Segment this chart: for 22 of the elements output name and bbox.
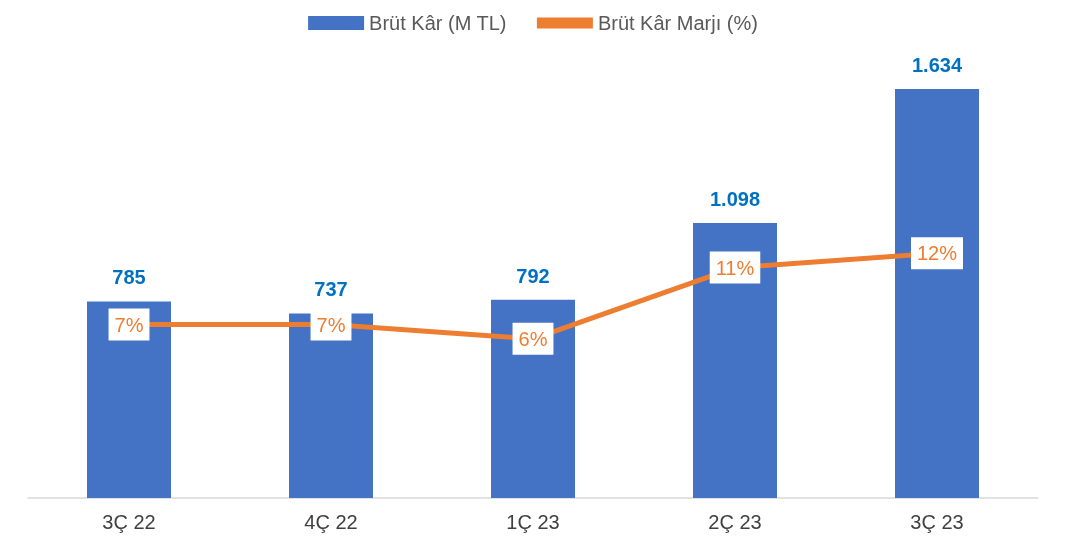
x-tick-label: 3Ç 22 <box>102 511 156 533</box>
data-label: 785 <box>112 266 146 289</box>
bar <box>289 313 373 498</box>
data-label: 792 <box>516 264 550 287</box>
bar <box>895 88 979 498</box>
data-label: 11% <box>715 256 755 279</box>
x-tick-label: 2Ç 23 <box>708 511 762 533</box>
x-tick-label: 3Ç 23 <box>910 511 964 533</box>
bar <box>87 301 171 498</box>
data-label: 12% <box>916 242 958 265</box>
data-label: 7% <box>114 313 144 336</box>
data-label: 1.634 <box>911 53 963 76</box>
data-label: 1.098 <box>709 188 761 211</box>
data-label: 737 <box>314 278 348 301</box>
data-label: 6% <box>518 327 548 350</box>
data-label: 7% <box>316 313 346 336</box>
x-tick-label: 4Ç 22 <box>304 511 358 533</box>
x-tick-label: 1Ç 23 <box>506 511 560 533</box>
bar <box>491 299 575 498</box>
legend-label: Brüt Kâr Marjı (%) <box>597 12 758 34</box>
legend-label: Brüt Kâr (M TL) <box>369 12 507 34</box>
bar <box>693 223 777 498</box>
